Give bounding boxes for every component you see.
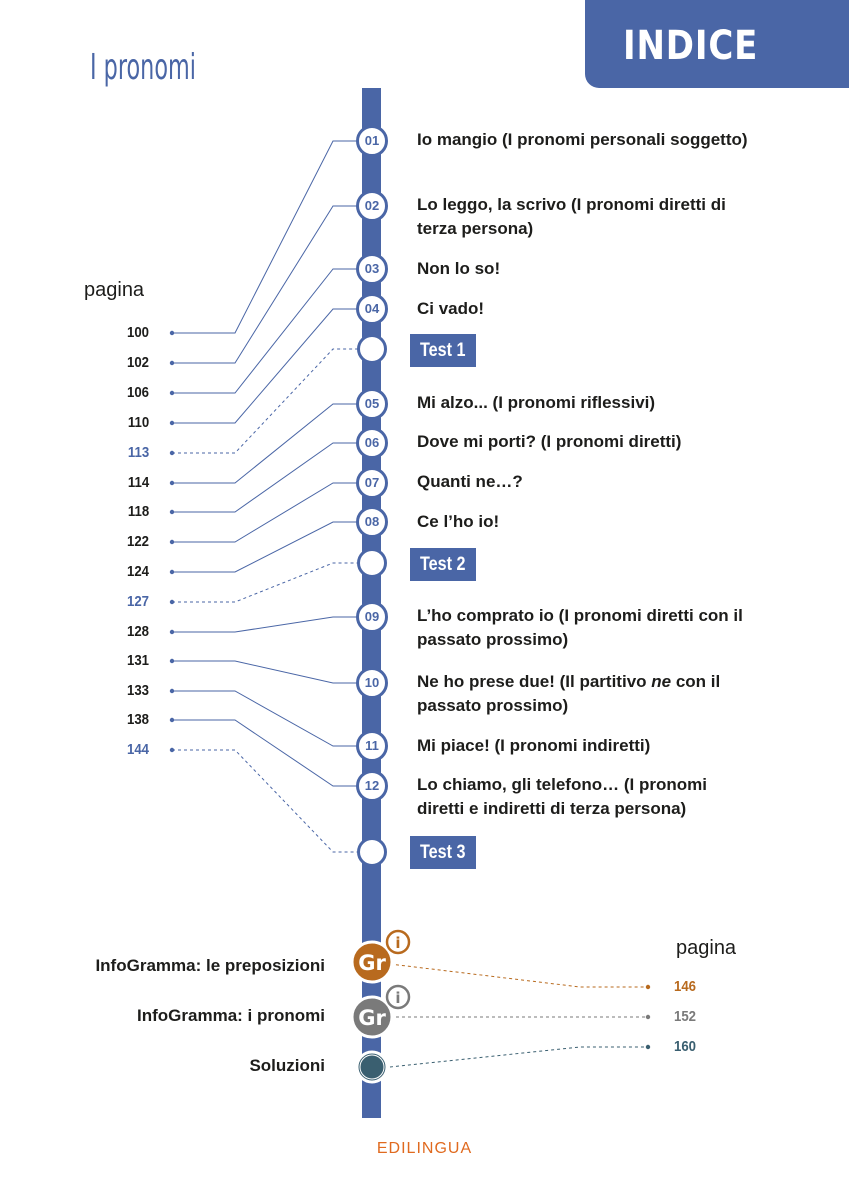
page-number: 133: [126, 682, 149, 699]
chapter-number-badge: 08: [356, 506, 388, 538]
connector-08: [172, 521, 358, 573]
test-circle-icon: [357, 837, 387, 867]
chapter-title[interactable]: Quanti ne…?: [417, 472, 523, 491]
info-text: i: [395, 989, 400, 1007]
test-label-text: Test 1: [420, 340, 466, 361]
test-1-label[interactable]: Test 1: [410, 334, 476, 367]
test-label-text: Test 3: [420, 842, 466, 863]
publisher-logo: EDILINGUA: [376, 1140, 473, 1157]
chapter-title[interactable]: Ci vado!: [417, 299, 485, 318]
chapter-title[interactable]: Dove mi porti? (I pronomi diretti): [417, 432, 682, 451]
chapter-number-badge: 04: [356, 293, 388, 325]
pagina-label-left: pagina: [84, 279, 145, 301]
connector-05: [172, 403, 358, 484]
page-number: 131: [126, 652, 149, 669]
chapter-number-badge: 10: [356, 667, 388, 699]
connector-07: [172, 482, 358, 543]
page-number: 100: [126, 324, 149, 341]
chapter-title[interactable]: Mi piace! (I pronomi indiretti): [417, 736, 651, 755]
page-number: 110: [127, 414, 149, 431]
test-circle-icon: [357, 334, 387, 364]
chapter-number-badge: 03: [356, 253, 388, 285]
connector-12: [172, 719, 358, 787]
chapter-number-badge: 07: [356, 467, 388, 499]
page-number: 118: [127, 503, 149, 520]
test-page-number: 127: [126, 593, 149, 610]
connector-09: [172, 616, 358, 633]
chapter-title-part: con il passato prossimo): [417, 672, 721, 715]
connector-infogramma-prep: [389, 963, 646, 988]
gr-info-icon: Gr i: [350, 929, 411, 984]
soluzioni-label[interactable]: Soluzioni: [249, 1056, 325, 1075]
chapter-title[interactable]: Lo chiamo, gli telefono… (I pronomi dire…: [417, 775, 707, 818]
test-label-text: Test 2: [420, 554, 466, 575]
chapter-number-badge: 09: [356, 601, 388, 633]
extra-page-number: 152: [674, 1008, 697, 1025]
connector-test1: [172, 348, 358, 454]
chapter-title[interactable]: Lo leggo, la scrivo (I pronomi diretti d…: [417, 195, 726, 238]
test-2-label[interactable]: Test 2: [410, 548, 476, 581]
test-page-number: 113: [127, 444, 149, 461]
connector-04: [172, 308, 358, 424]
chapter-title[interactable]: Io mangio (I pronomi personali soggetto): [417, 130, 748, 149]
connector-11: [172, 690, 358, 747]
chapter-number-badge: 02: [356, 190, 388, 222]
page-number: 106: [126, 384, 149, 401]
index-title: INDICE: [623, 23, 759, 69]
chapter-title[interactable]: Ce l’ho io!: [417, 512, 500, 531]
chapter-number-badge: 12: [356, 770, 388, 802]
page-number: 124: [126, 563, 149, 580]
chapter-title[interactable]: Non lo so!: [417, 259, 501, 278]
test-3-label[interactable]: Test 3: [410, 836, 476, 869]
page-number: 114: [127, 474, 149, 491]
extra-page-number: 146: [674, 978, 697, 995]
connector-test3: [172, 749, 358, 853]
chapter-title[interactable]: L’ho comprato io (I pronomi diretti con …: [417, 606, 743, 649]
test-circle-icon: [357, 548, 387, 578]
connector-test2: [172, 562, 358, 603]
pagina-label-right: pagina: [676, 937, 737, 959]
info-text: i: [395, 934, 400, 952]
extra-page-number: 160: [674, 1038, 697, 1055]
page-number: 102: [126, 354, 149, 371]
connector-03: [172, 268, 358, 394]
chapter-title-italic: ne: [651, 672, 672, 691]
connector-06: [172, 442, 358, 513]
chapter-title[interactable]: Ne ho prese due! (Il partitivo ne con il…: [417, 670, 757, 718]
chapter-number-badge: 11: [356, 730, 388, 762]
page-number: 128: [126, 623, 149, 640]
connector-01: [172, 140, 358, 334]
page-number: 122: [126, 533, 149, 550]
chapter-title-part: Ne ho prese due! (Il partitivo: [417, 672, 652, 691]
section-title: I pronomi: [90, 47, 196, 88]
test-page-number: 144: [126, 741, 149, 758]
connector-10: [172, 660, 358, 684]
gr-info-icon: Gr i: [350, 984, 411, 1039]
page-number: 138: [126, 711, 149, 728]
gr-text: Gr: [358, 1006, 386, 1030]
infogramma-pronomi-label[interactable]: InfoGramma: i pronomi: [137, 1006, 325, 1025]
chapter-number-badge: 05: [356, 388, 388, 420]
chapter-title[interactable]: Mi alzo... (I pronomi riflessivi): [417, 393, 656, 412]
solutions-circle-icon: [355, 1050, 389, 1084]
connector-soluzioni: [389, 1046, 646, 1068]
connector-02: [172, 205, 358, 364]
index-tab: INDICE: [585, 0, 849, 88]
chapter-number-badge: 06: [356, 427, 388, 459]
gr-text: Gr: [358, 951, 386, 975]
chapter-number-badge: 01: [356, 125, 388, 157]
infogramma-preposizioni-label[interactable]: InfoGramma: le preposizioni: [95, 956, 325, 975]
